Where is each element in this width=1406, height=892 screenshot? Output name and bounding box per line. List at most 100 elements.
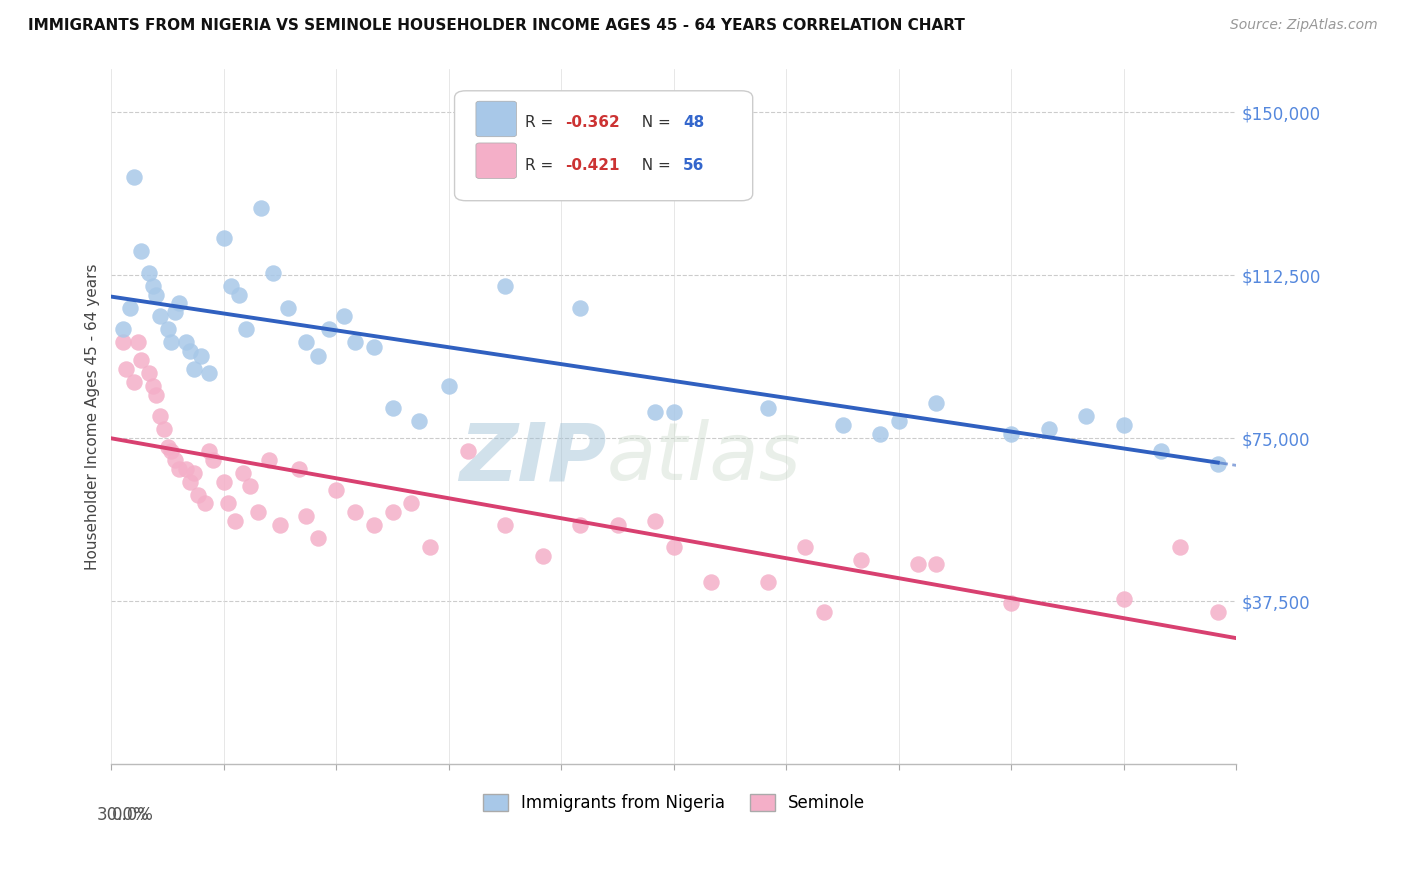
Point bbox=[257, 453, 280, 467]
Point bbox=[224, 514, 246, 528]
Point bbox=[115, 361, 138, 376]
Point bbox=[187, 488, 209, 502]
Point bbox=[167, 296, 190, 310]
Text: 30.0%: 30.0% bbox=[97, 806, 149, 824]
Point bbox=[145, 387, 167, 401]
Point bbox=[344, 335, 367, 350]
Point bbox=[756, 574, 779, 589]
Point bbox=[887, 414, 910, 428]
Point bbox=[142, 379, 165, 393]
Point bbox=[1112, 418, 1135, 433]
Point bbox=[907, 558, 929, 572]
Point bbox=[307, 531, 329, 545]
Point bbox=[212, 231, 235, 245]
Point bbox=[111, 335, 134, 350]
Point bbox=[531, 549, 554, 563]
Point bbox=[153, 422, 176, 436]
Legend: Immigrants from Nigeria, Seminole: Immigrants from Nigeria, Seminole bbox=[475, 787, 872, 819]
Point bbox=[165, 305, 187, 319]
Point bbox=[131, 352, 153, 367]
Point bbox=[131, 244, 153, 259]
Text: R =: R = bbox=[526, 115, 558, 130]
Point bbox=[1076, 409, 1098, 424]
Point bbox=[569, 518, 592, 533]
Point bbox=[381, 505, 404, 519]
Point bbox=[925, 558, 948, 572]
Point bbox=[122, 170, 145, 185]
Point bbox=[183, 466, 205, 480]
Point bbox=[363, 518, 385, 533]
Point bbox=[831, 418, 853, 433]
Point bbox=[1206, 457, 1229, 471]
Point bbox=[160, 444, 183, 458]
Point bbox=[246, 505, 269, 519]
Point bbox=[457, 444, 479, 458]
Point bbox=[190, 349, 212, 363]
Point bbox=[344, 505, 367, 519]
Point bbox=[176, 461, 198, 475]
Point bbox=[662, 405, 685, 419]
Point bbox=[813, 605, 835, 619]
Point bbox=[419, 540, 441, 554]
Text: -0.362: -0.362 bbox=[565, 115, 620, 130]
Point bbox=[756, 401, 779, 415]
Point bbox=[437, 379, 460, 393]
Point bbox=[325, 483, 347, 498]
Point bbox=[662, 540, 685, 554]
Point bbox=[1000, 426, 1022, 441]
Point bbox=[333, 310, 356, 324]
Point bbox=[295, 335, 318, 350]
Point bbox=[1038, 422, 1060, 436]
Point bbox=[194, 496, 217, 510]
Point bbox=[794, 540, 817, 554]
Point bbox=[869, 426, 891, 441]
Point bbox=[401, 496, 423, 510]
Point bbox=[494, 518, 516, 533]
Point bbox=[318, 322, 340, 336]
FancyBboxPatch shape bbox=[475, 101, 516, 136]
Point bbox=[122, 375, 145, 389]
Y-axis label: Householder Income Ages 45 - 64 years: Householder Income Ages 45 - 64 years bbox=[86, 263, 100, 570]
Point bbox=[1000, 596, 1022, 610]
Point bbox=[644, 405, 666, 419]
Point bbox=[221, 279, 243, 293]
Point bbox=[851, 553, 873, 567]
Point bbox=[120, 301, 142, 315]
FancyBboxPatch shape bbox=[475, 143, 516, 178]
Point bbox=[288, 461, 311, 475]
Point bbox=[179, 344, 201, 359]
Point bbox=[127, 335, 149, 350]
Point bbox=[149, 310, 172, 324]
Point bbox=[235, 322, 257, 336]
FancyBboxPatch shape bbox=[454, 91, 752, 201]
Point bbox=[156, 322, 179, 336]
Point bbox=[644, 514, 666, 528]
Point bbox=[156, 440, 179, 454]
Point bbox=[408, 414, 430, 428]
Point bbox=[179, 475, 201, 489]
Point bbox=[160, 335, 183, 350]
Text: 0.0%: 0.0% bbox=[111, 806, 153, 824]
Point bbox=[201, 453, 224, 467]
Point bbox=[239, 479, 262, 493]
Point bbox=[183, 361, 205, 376]
Point bbox=[262, 266, 284, 280]
Point bbox=[111, 322, 134, 336]
Text: Source: ZipAtlas.com: Source: ZipAtlas.com bbox=[1230, 18, 1378, 32]
Point bbox=[149, 409, 172, 424]
Point bbox=[165, 453, 187, 467]
Point bbox=[198, 444, 221, 458]
Text: IMMIGRANTS FROM NIGERIA VS SEMINOLE HOUSEHOLDER INCOME AGES 45 - 64 YEARS CORREL: IMMIGRANTS FROM NIGERIA VS SEMINOLE HOUS… bbox=[28, 18, 965, 33]
Point bbox=[138, 366, 160, 380]
Point bbox=[700, 574, 723, 589]
Point bbox=[167, 461, 190, 475]
Point bbox=[217, 496, 239, 510]
Point bbox=[138, 266, 160, 280]
Text: N =: N = bbox=[633, 158, 676, 172]
Point bbox=[307, 349, 329, 363]
Point bbox=[198, 366, 221, 380]
Point bbox=[606, 518, 628, 533]
Point bbox=[277, 301, 299, 315]
Point bbox=[1150, 444, 1173, 458]
Point bbox=[295, 509, 318, 524]
